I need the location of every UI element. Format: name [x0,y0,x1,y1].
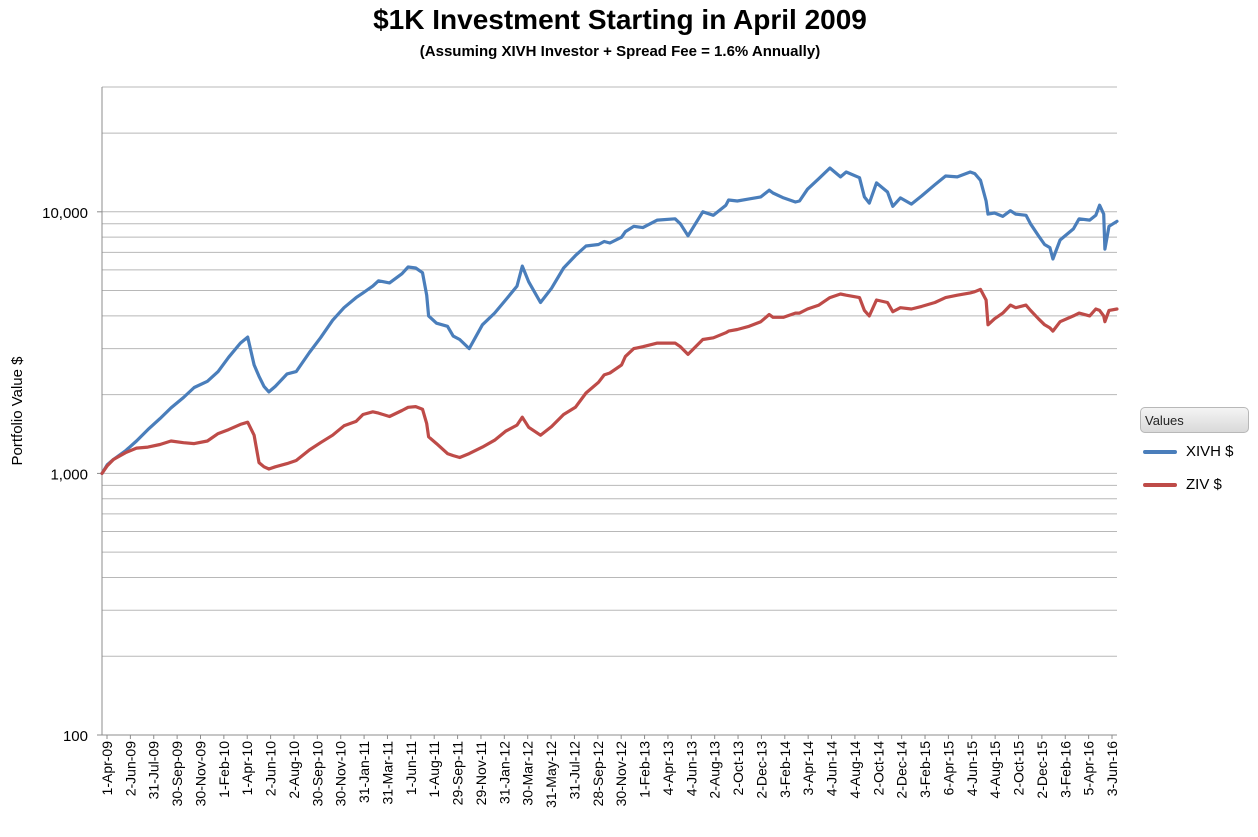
x-tick-label: 31-Jul-12 [566,741,582,800]
x-tick-label: 2-Oct-14 [870,741,886,796]
y-tick-label: 100 [63,728,88,745]
x-tick-label: 30-Mar-12 [520,741,536,806]
x-tick-label: 1-Jun-11 [403,741,419,795]
x-tick-label: 1-Apr-10 [239,741,255,796]
x-tick-label: 31-May-12 [543,741,559,808]
x-tick-label: 30-Nov-09 [192,741,208,807]
x-tick-label: 2-Dec-15 [1034,741,1050,799]
x-tick-label: 3-Feb-15 [917,741,933,798]
chart-title: $1K Investment Starting in April 2009 [373,4,867,35]
x-tick-label: 29-Sep-11 [450,741,466,806]
x-tick-label: 5-Apr-16 [1081,741,1097,796]
series-lines [100,166,1119,475]
x-tick-label: 2-Oct-15 [1011,741,1027,796]
x-tick-label: 2-Dec-13 [753,741,769,799]
legend-label-ziv: ZIV $ [1186,476,1222,493]
x-tick-label: 30-Sep-10 [309,741,325,807]
x-tick-label: 1-Feb-10 [216,741,232,798]
y-tick-label: 1,000 [50,466,88,483]
x-tick-label: 2-Dec-14 [894,741,910,799]
x-tick-label: 31-Jan-12 [496,741,512,804]
x-tick-label: 30-Sep-09 [169,741,185,807]
x-tick-label: 31-Jan-11 [356,741,372,803]
x-tick-label: 2-Oct-13 [730,741,746,796]
x-tick-label: 2-Aug-10 [286,741,302,799]
legend-label-xivh: XIVH $ [1186,443,1234,460]
x-tick-label: 3-Feb-16 [1057,741,1073,798]
chart-subtitle: (Assuming XIVH Investor + Spread Fee = 1… [419,43,821,60]
x-tick-label: 4-Aug-14 [847,741,863,799]
x-tick-label: 4-Jun-14 [824,741,840,796]
x-tick-label: 31-Jul-09 [146,741,162,800]
axes [101,87,1117,736]
x-tick-label: 31-Mar-11 [379,741,395,805]
x-tick-label: 1-Feb-13 [637,741,653,798]
x-tick-label: 3-Apr-14 [800,741,816,796]
x-tick-label: 1-Aug-11 [426,741,442,798]
legend-swatch-xivh [1143,450,1177,454]
x-tick-label: 6-Apr-15 [940,741,956,796]
y-axis-label: Portfolio Value $ [9,356,26,466]
x-tick-label: 4-Jun-13 [683,741,699,796]
legend: Values XIVH $ ZIV $ [1140,407,1252,507]
x-tick-label: 2-Jun-09 [122,741,138,796]
x-tick-label: 28-Sep-12 [590,741,606,807]
series-line-ziv [100,287,1119,475]
y-tick-label: 10,000 [42,205,88,222]
x-tick-label: 4-Aug-15 [987,741,1003,799]
legend-title[interactable]: Values [1140,407,1249,433]
x-tick-label: 29-Nov-11 [473,741,489,806]
x-tick-label: 30-Nov-12 [613,741,629,807]
x-tick-labels: 1-Apr-09 2-Jun-09 31-Jul-09 30-Sep-09 30-Nov… [99,735,1120,808]
x-tick-label: 4-Apr-13 [660,741,676,796]
x-tick-label: 2-Aug-13 [707,741,723,799]
legend-swatch-ziv [1143,483,1177,487]
x-tick-label: 1-Apr-09 [99,741,115,796]
gridlines [102,86,1117,657]
legend-item-xivh: XIVH $ [1140,442,1252,462]
y-tick-labels: 100 1,000 10,000 [42,205,102,745]
legend-item-ziv: ZIV $ [1140,475,1252,495]
x-tick-label: 30-Nov-10 [333,741,349,807]
x-tick-label: 3-Feb-14 [777,741,793,798]
x-tick-label: 3-Jun-16 [1104,741,1120,796]
series-line-xivh [100,166,1119,475]
x-tick-label: 2-Jun-10 [263,741,279,796]
x-tick-label: 4-Jun-15 [964,741,980,796]
